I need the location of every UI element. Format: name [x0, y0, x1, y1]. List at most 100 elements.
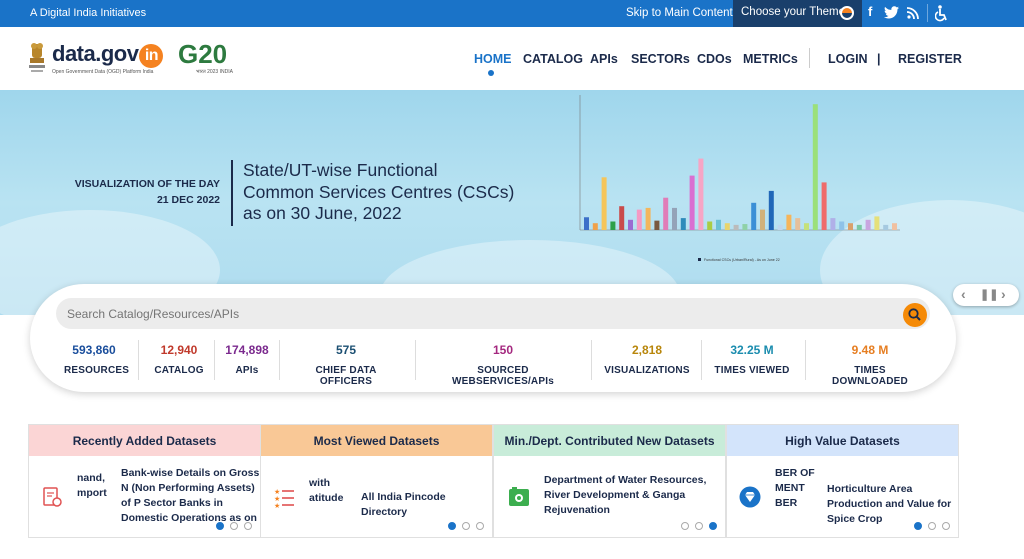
chart-legend-text: Functional CSCs (Urban/Rural) - As on Ju…	[704, 258, 780, 262]
stat-label: RESOURCES	[64, 365, 130, 376]
chart-bar	[804, 223, 809, 230]
stat-label: VISUALIZATIONS	[604, 365, 690, 376]
stat-divider	[591, 340, 592, 380]
chart-bar	[777, 224, 783, 230]
dataset-link[interactable]: Horticulture Area Production and Value f…	[827, 483, 952, 525]
carousel-dots	[675, 517, 717, 535]
svg-text:★: ★	[274, 488, 280, 496]
twitter-icon[interactable]	[884, 6, 899, 19]
nav-apis[interactable]: APIs	[590, 52, 618, 66]
chart-bar	[786, 214, 792, 230]
search-stats-card: 593,860 RESOURCES 12,940 CATALOG 174,898 AP…	[30, 284, 956, 392]
carousel-dot[interactable]	[230, 522, 238, 530]
chart-bar	[698, 158, 704, 230]
carousel-dots	[908, 517, 950, 535]
diamond-icon	[739, 486, 761, 508]
dataset-link[interactable]: Department of Water Resources, River Dev…	[544, 474, 707, 516]
next-slide-icon[interactable]: ›	[1001, 286, 1006, 302]
chart-bars	[584, 104, 897, 230]
skip-to-content-link[interactable]: Skip to Main Content	[626, 7, 733, 19]
stat-label: CATALOG	[154, 365, 204, 376]
national-emblem-icon[interactable]	[28, 41, 46, 75]
g20-logo[interactable]: G20	[178, 39, 227, 70]
rss-icon[interactable]	[907, 7, 919, 19]
chart-bar	[795, 218, 801, 230]
carousel-dot[interactable]	[448, 522, 456, 530]
chart-bar	[680, 218, 686, 230]
accessibility-icon[interactable]	[935, 5, 948, 22]
chart-bar	[654, 220, 660, 230]
stat-label: APIs	[235, 365, 259, 376]
csc-bar-chart-thumbnail: Functional CSCs (Urban/Rural) - As on Ju…	[579, 95, 900, 262]
prev-slide-icon[interactable]: ‹	[961, 286, 966, 302]
chart-bar	[812, 104, 818, 230]
stat-catalog[interactable]: 12,940 CATALOG	[150, 343, 208, 376]
stat-divider	[805, 340, 806, 380]
stat-label: SOURCED WEBSERVICES/APIs	[452, 365, 554, 387]
chart-bar	[865, 219, 871, 230]
previous-item-text[interactable]: nand, mport	[77, 472, 107, 499]
stat-divider	[214, 340, 215, 380]
login-link[interactable]: LOGIN	[828, 52, 868, 66]
search-input[interactable]	[56, 298, 930, 329]
carousel-dot[interactable]	[462, 522, 470, 530]
search-button[interactable]	[903, 303, 927, 327]
panel-body: BER OF MENT BER Horticulture Area Produc…	[727, 456, 958, 537]
theme-chooser[interactable]: Choose your Theme	[733, 0, 862, 27]
stat-chief-data-officers[interactable]: 575 CHIEF DATA OFFICERS	[290, 343, 402, 387]
carousel-dot[interactable]	[709, 522, 717, 530]
stat-visualizations[interactable]: 2,818 VISUALIZATIONS	[604, 343, 690, 376]
stat-apis[interactable]: 174,898 APIs	[222, 343, 272, 376]
carousel-dot[interactable]	[681, 522, 689, 530]
nav-catalog[interactable]: CATALOG	[523, 52, 583, 66]
pause-slide-icon[interactable]: ❚❚	[980, 289, 999, 301]
dataset-document-icon	[43, 487, 62, 507]
stat-label: TIMES VIEWED	[714, 365, 790, 376]
chart-bar	[874, 216, 880, 230]
hero-banner[interactable]: VISUALIZATION OF THE DAY 21 DEC 2022 Sta…	[0, 90, 1024, 315]
ranked-list-icon: ★★★	[274, 488, 294, 508]
facebook-icon[interactable]: f	[868, 4, 873, 19]
chart-bar	[689, 175, 695, 230]
previous-item-text[interactable]: BER OF MENT BER	[775, 467, 815, 509]
stat-sourced-webservices[interactable]: 150 SOURCED WEBSERVICES/APIs	[428, 343, 578, 387]
panel-title: Most Viewed Datasets	[261, 425, 492, 456]
logo-subtitle: Open Government Data (OGD) Platform Indi…	[52, 69, 154, 75]
carousel-dots	[210, 517, 252, 535]
carousel-dot[interactable]	[914, 522, 922, 530]
chart-bar	[628, 219, 633, 230]
panel-body: ★ ★ ★ with atitude All India Pincode Direc…	[261, 456, 492, 537]
chart-bar	[716, 219, 721, 230]
stat-times-downloaded[interactable]: 9.48 M TIMES DOWNLOADED	[816, 343, 924, 387]
nav-home[interactable]: HOME	[474, 52, 512, 66]
active-nav-indicator	[488, 70, 494, 76]
g20-logo-text: G20	[178, 39, 228, 69]
dataset-link[interactable]: Bank-wise Details on Gross N (Non Perfor…	[121, 467, 260, 524]
tagline: A Digital India Initiatives	[30, 7, 147, 19]
topbar-divider	[927, 4, 928, 22]
register-link[interactable]: REGISTER	[898, 52, 962, 66]
carousel-dot[interactable]	[476, 522, 484, 530]
visualization-title[interactable]: State/UT-wise Functional Common Services…	[243, 160, 563, 225]
chart-bar	[883, 224, 889, 230]
title-accent-bar	[231, 160, 233, 226]
nav-metrics[interactable]: METRICs	[743, 52, 798, 66]
carousel-dot[interactable]	[942, 522, 950, 530]
carousel-dot[interactable]	[695, 522, 703, 530]
carousel-dot[interactable]	[244, 522, 252, 530]
carousel-dot[interactable]	[216, 522, 224, 530]
recently-added-panel: Recently Added Datasets nand, mport Bank…	[28, 424, 261, 538]
stat-times-viewed[interactable]: 32.25 M TIMES VIEWED	[712, 343, 792, 376]
panel-body: Department of Water Resources, River Dev…	[494, 456, 725, 537]
previous-item-text[interactable]: with atitude	[309, 477, 344, 504]
nav-cdos[interactable]: CDOs	[697, 52, 732, 66]
chart-bar	[645, 207, 651, 230]
stat-divider	[701, 340, 702, 380]
chart-bar	[856, 224, 862, 230]
stat-label: TIMES DOWNLOADED	[832, 365, 908, 387]
nav-sectors[interactable]: SECTORs	[631, 52, 690, 66]
site-logo[interactable]: data.gov in	[52, 41, 164, 68]
dataset-link[interactable]: All India Pincode Directory	[361, 491, 446, 518]
stat-resources[interactable]: 593,860 RESOURCES	[64, 343, 130, 376]
carousel-dot[interactable]	[928, 522, 936, 530]
